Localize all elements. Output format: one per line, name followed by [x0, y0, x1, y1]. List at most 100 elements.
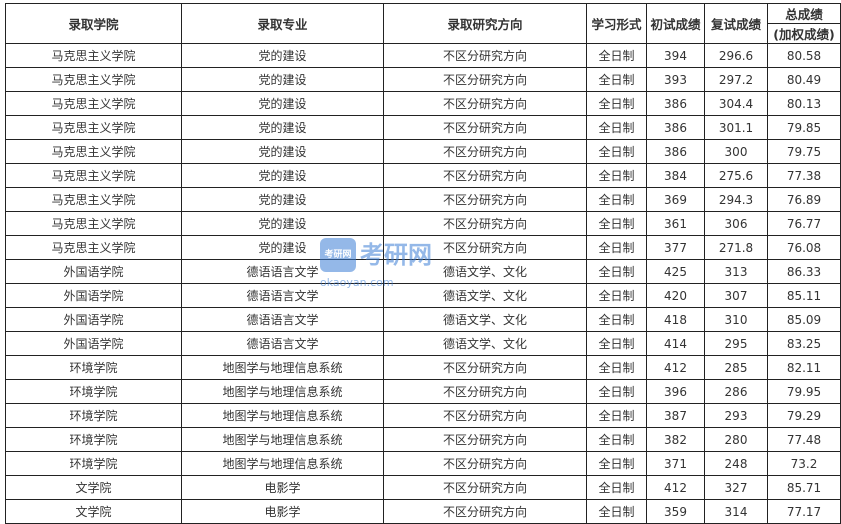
- header-direction: 录取研究方向: [383, 3, 587, 44]
- cell-major: 德语语言文学: [181, 331, 384, 356]
- cell-college: 马克思主义学院: [5, 115, 182, 140]
- cell-direction: 德语文学、文化: [383, 259, 587, 284]
- cell-total-score: 83.25: [767, 331, 841, 356]
- cell-direction: 不区分研究方向: [383, 211, 587, 236]
- header-study-mode: 学习形式: [586, 3, 647, 44]
- cell-direction: 不区分研究方向: [383, 91, 587, 116]
- table-row: 外国语学院 德语语言文学 德语文学、文化 全日制 418 310 85.09: [5, 307, 841, 332]
- cell-college: 文学院: [5, 475, 182, 500]
- cell-total-score: 80.58: [767, 43, 841, 68]
- table-row: 马克思主义学院 党的建设 不区分研究方向 全日制 394 296.6 80.58: [5, 43, 841, 68]
- header-row: 录取学院 录取专业 录取研究方向 学习形式 初试成绩 复试成绩 总成绩: [5, 3, 841, 44]
- header-total-score: 总成绩: [767, 3, 841, 24]
- cell-major: 党的建设: [181, 139, 384, 164]
- cell-retest-score: 327: [704, 475, 768, 500]
- cell-initial-score: 396: [646, 379, 705, 404]
- cell-initial-score: 359: [646, 499, 705, 524]
- cell-college: 马克思主义学院: [5, 235, 182, 260]
- cell-initial-score: 382: [646, 427, 705, 452]
- cell-direction: 德语文学、文化: [383, 283, 587, 308]
- cell-retest-score: 280: [704, 427, 768, 452]
- cell-direction: 不区分研究方向: [383, 163, 587, 188]
- cell-study-mode: 全日制: [586, 115, 647, 140]
- cell-study-mode: 全日制: [586, 91, 647, 116]
- table-row: 马克思主义学院 党的建设 不区分研究方向 全日制 384 275.6 77.38: [5, 163, 841, 188]
- cell-initial-score: 384: [646, 163, 705, 188]
- cell-college: 环境学院: [5, 355, 182, 380]
- table-row: 马克思主义学院 党的建设 不区分研究方向 全日制 393 297.2 80.49: [5, 67, 841, 92]
- cell-initial-score: 418: [646, 307, 705, 332]
- header-retest-score: 复试成绩: [704, 3, 768, 44]
- cell-initial-score: 377: [646, 235, 705, 260]
- cell-retest-score: 275.6: [704, 163, 768, 188]
- cell-retest-score: 285: [704, 355, 768, 380]
- cell-major: 德语语言文学: [181, 283, 384, 308]
- header-major: 录取专业: [181, 3, 384, 44]
- cell-major: 地图学与地理信息系统: [181, 403, 384, 428]
- cell-major: 地图学与地理信息系统: [181, 379, 384, 404]
- cell-major: 电影学: [181, 499, 384, 524]
- header-weighted: (加权成绩): [767, 23, 841, 44]
- cell-college: 马克思主义学院: [5, 211, 182, 236]
- cell-college: 马克思主义学院: [5, 163, 182, 188]
- cell-initial-score: 412: [646, 355, 705, 380]
- cell-total-score: 76.08: [767, 235, 841, 260]
- cell-major: 党的建设: [181, 67, 384, 92]
- cell-total-score: 77.48: [767, 427, 841, 452]
- cell-retest-score: 307: [704, 283, 768, 308]
- header-college: 录取学院: [5, 3, 182, 44]
- cell-direction: 不区分研究方向: [383, 475, 587, 500]
- cell-major: 德语语言文学: [181, 259, 384, 284]
- cell-study-mode: 全日制: [586, 67, 647, 92]
- cell-study-mode: 全日制: [586, 163, 647, 188]
- table-row: 外国语学院 德语语言文学 德语文学、文化 全日制 420 307 85.11: [5, 283, 841, 308]
- cell-initial-score: 386: [646, 139, 705, 164]
- cell-study-mode: 全日制: [586, 403, 647, 428]
- cell-college: 马克思主义学院: [5, 139, 182, 164]
- cell-total-score: 79.29: [767, 403, 841, 428]
- cell-major: 党的建设: [181, 163, 384, 188]
- cell-study-mode: 全日制: [586, 427, 647, 452]
- cell-direction: 不区分研究方向: [383, 235, 587, 260]
- cell-major: 党的建设: [181, 235, 384, 260]
- cell-initial-score: 386: [646, 91, 705, 116]
- cell-initial-score: 361: [646, 211, 705, 236]
- cell-study-mode: 全日制: [586, 355, 647, 380]
- cell-study-mode: 全日制: [586, 235, 647, 260]
- cell-direction: 不区分研究方向: [383, 139, 587, 164]
- cell-college: 外国语学院: [5, 259, 182, 284]
- cell-retest-score: 314: [704, 499, 768, 524]
- cell-college: 马克思主义学院: [5, 91, 182, 116]
- cell-college: 文学院: [5, 499, 182, 524]
- cell-initial-score: 412: [646, 475, 705, 500]
- cell-total-score: 82.11: [767, 355, 841, 380]
- table-row: 文学院 电影学 不区分研究方向 全日制 412 327 85.71: [5, 475, 841, 500]
- admission-table: 录取学院 录取专业 录取研究方向 学习形式 初试成绩 复试成绩 总成绩 (加权成…: [5, 3, 841, 524]
- cell-retest-score: 294.3: [704, 187, 768, 212]
- cell-major: 党的建设: [181, 91, 384, 116]
- cell-initial-score: 393: [646, 67, 705, 92]
- cell-college: 马克思主义学院: [5, 67, 182, 92]
- table-row: 环境学院 地图学与地理信息系统 不区分研究方向 全日制 371 248 73.2: [5, 451, 841, 476]
- cell-retest-score: 310: [704, 307, 768, 332]
- cell-study-mode: 全日制: [586, 139, 647, 164]
- cell-direction: 不区分研究方向: [383, 355, 587, 380]
- table-row: 环境学院 地图学与地理信息系统 不区分研究方向 全日制 412 285 82.11: [5, 355, 841, 380]
- cell-major: 地图学与地理信息系统: [181, 427, 384, 452]
- cell-initial-score: 369: [646, 187, 705, 212]
- cell-major: 电影学: [181, 475, 384, 500]
- cell-initial-score: 414: [646, 331, 705, 356]
- cell-direction: 不区分研究方向: [383, 451, 587, 476]
- cell-retest-score: 313: [704, 259, 768, 284]
- cell-total-score: 79.95: [767, 379, 841, 404]
- cell-college: 环境学院: [5, 427, 182, 452]
- cell-study-mode: 全日制: [586, 475, 647, 500]
- cell-study-mode: 全日制: [586, 211, 647, 236]
- cell-direction: 不区分研究方向: [383, 403, 587, 428]
- cell-total-score: 77.17: [767, 499, 841, 524]
- cell-initial-score: 420: [646, 283, 705, 308]
- cell-total-score: 80.13: [767, 91, 841, 116]
- cell-major: 党的建设: [181, 115, 384, 140]
- cell-college: 外国语学院: [5, 331, 182, 356]
- cell-retest-score: 296.6: [704, 43, 768, 68]
